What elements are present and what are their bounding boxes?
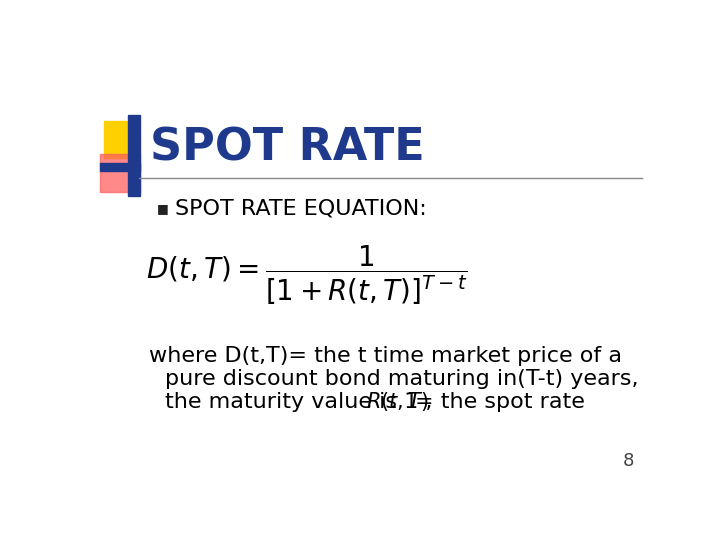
Text: SPOT RATE EQUATION:: SPOT RATE EQUATION:	[175, 198, 426, 218]
Text: $R(t,T)$: $R(t,T)$	[366, 390, 429, 413]
Text: where D(t,T)= the t time market price of a: where D(t,T)= the t time market price of…	[148, 346, 621, 366]
Text: SPOT RATE: SPOT RATE	[150, 126, 425, 170]
Bar	[100, 163, 140, 171]
Bar	[128, 114, 140, 196]
Text: $D(t,T) = \dfrac{1}{\left[1+R(t,T)\right]^{T-t}}$: $D(t,T) = \dfrac{1}{\left[1+R(t,T)\right…	[145, 243, 468, 307]
Text: = the spot rate: = the spot rate	[415, 392, 585, 411]
Text: ■: ■	[157, 202, 168, 215]
Text: 8: 8	[623, 452, 634, 470]
Bar	[104, 121, 136, 158]
Text: pure discount bond maturing in(T-t) years,: pure discount bond maturing in(T-t) year…	[166, 369, 639, 389]
Bar	[100, 154, 140, 192]
Text: the maturity value is 1 ,: the maturity value is 1 ,	[166, 392, 433, 411]
